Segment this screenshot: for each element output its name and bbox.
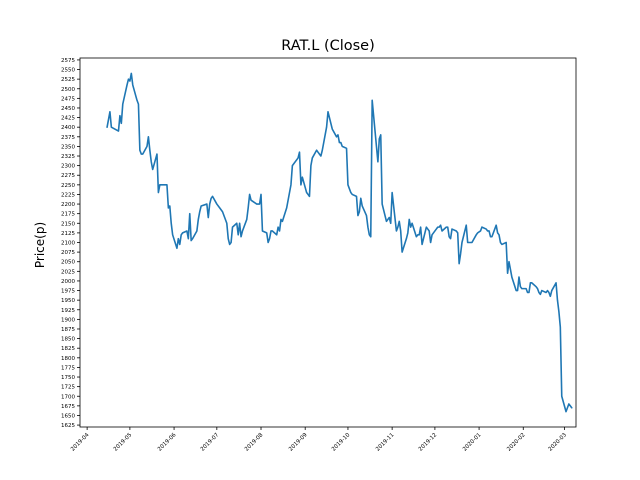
- y-tick-label: 2025: [61, 269, 75, 275]
- y-tick-label: 2475: [61, 96, 75, 102]
- y-tick-label: 1875: [61, 327, 75, 333]
- y-tick-label: 2000: [61, 279, 75, 285]
- y-tick-label: 2550: [61, 68, 75, 74]
- y-axis-label: Price(p): [33, 222, 47, 268]
- y-tick-label: 2175: [61, 212, 75, 218]
- y-tick-label: 1925: [61, 308, 75, 314]
- y-tick-label: 2275: [61, 173, 75, 179]
- y-tick-label: 2350: [61, 144, 75, 150]
- y-tick-label: 1750: [61, 375, 75, 381]
- y-tick-label: 1700: [61, 394, 75, 400]
- y-tick-label: 1725: [61, 385, 75, 391]
- y-tick-label: 2300: [61, 164, 75, 170]
- y-tick-label: 1900: [61, 317, 75, 323]
- y-tick-label: 2450: [61, 106, 75, 112]
- y-tick-label: 2500: [61, 87, 75, 93]
- y-tick-label: 2200: [61, 202, 75, 208]
- y-tick-label: 1950: [61, 298, 75, 304]
- y-tick-label: 2100: [61, 241, 75, 247]
- y-tick-label: 2075: [61, 250, 75, 256]
- y-tick-label: 2150: [61, 221, 75, 227]
- y-tick-label: 2050: [61, 260, 75, 266]
- y-tick-label: 2125: [61, 231, 75, 237]
- y-tick-label: 1850: [61, 337, 75, 343]
- y-tick-label: 1650: [61, 413, 75, 419]
- y-tick-label: 2425: [61, 116, 75, 122]
- y-tick-label: 2325: [61, 154, 75, 160]
- y-tick-label: 2400: [61, 125, 75, 131]
- y-tick-label: 2375: [61, 135, 75, 141]
- price-series-line: [106, 72, 573, 413]
- y-tick-label: 2525: [61, 77, 75, 83]
- y-tick-label: 1825: [61, 346, 75, 352]
- y-tick-label: 1800: [61, 356, 75, 362]
- chart-title: RAT.L (Close): [281, 38, 375, 54]
- y-axis-ticks: 1625 1650 1675 1700 1725 1750 1775 1800 1825 1850…: [61, 58, 80, 429]
- y-tick-label: 2250: [61, 183, 75, 189]
- y-tick-label: 1975: [61, 289, 75, 295]
- y-tick-label: 1775: [61, 365, 75, 371]
- y-tick-label: 1625: [61, 423, 75, 429]
- plot-frame: [79, 57, 577, 428]
- y-tick-label: 2575: [61, 58, 75, 64]
- y-tick-label: 1675: [61, 404, 75, 410]
- y-tick-label: 2225: [61, 192, 75, 198]
